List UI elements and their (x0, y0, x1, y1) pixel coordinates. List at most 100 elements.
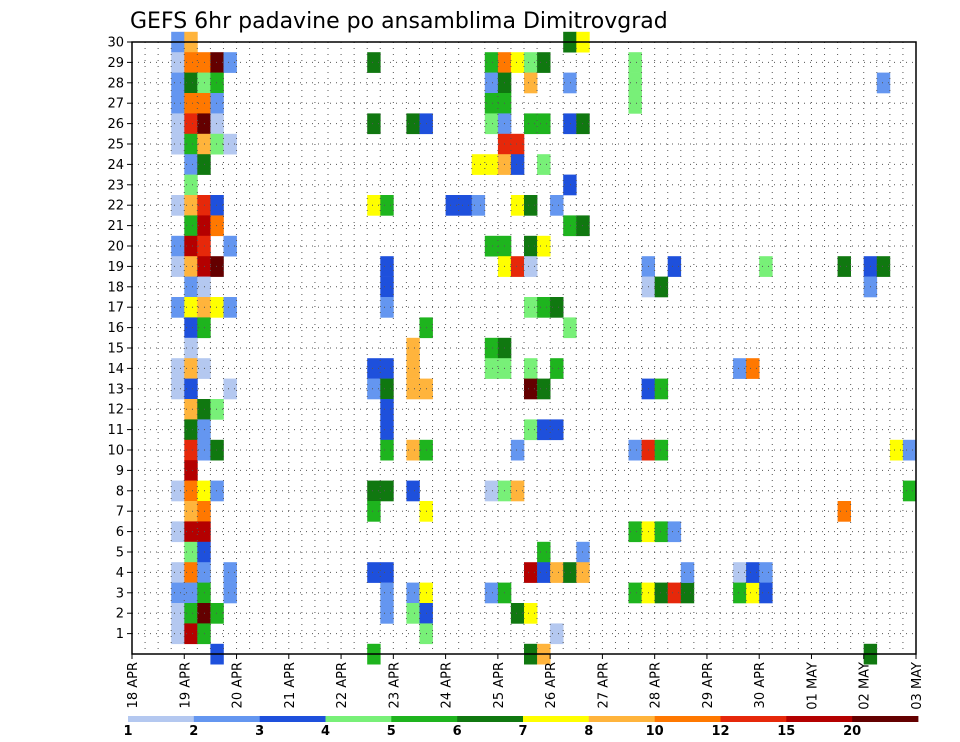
heatmap-cell (171, 623, 185, 645)
heatmap-cell (184, 501, 198, 522)
heatmap-cell (171, 521, 185, 543)
heatmap-cell (210, 113, 224, 135)
heatmap-cell (406, 439, 420, 461)
x-tick-label: 21 APR (283, 662, 298, 708)
heatmap-cell (380, 297, 394, 318)
y-tick-label: 20 (107, 240, 124, 255)
heatmap-cell (380, 195, 394, 216)
y-tick-label: 28 (107, 76, 124, 91)
heatmap-cell (484, 93, 499, 114)
colorbar-swatch (325, 716, 392, 722)
heatmap-cell (380, 439, 394, 461)
heatmap-cell (380, 603, 394, 624)
colorbar-label: 7 (518, 724, 527, 739)
heatmap-cell (210, 133, 224, 155)
heatmap-cell (628, 93, 642, 114)
heatmap-cell (524, 419, 538, 441)
y-tick-label: 2 (116, 607, 124, 622)
heatmap-cell (171, 562, 185, 583)
heatmap-cell (210, 480, 224, 502)
heatmap-cell (510, 256, 525, 277)
heatmap-cell (184, 113, 198, 135)
y-tick-label: 11 (107, 423, 124, 438)
colorbar-label: 4 (321, 724, 330, 739)
y-tick-label: 30 (107, 36, 124, 51)
heatmap-cell (537, 378, 551, 400)
y-tick-label: 6 (116, 525, 124, 540)
x-tick-label: 22 APR (335, 662, 350, 708)
y-tick-label: 15 (107, 342, 124, 357)
heatmap-cell (510, 52, 525, 73)
heatmap-cell (171, 72, 185, 94)
heatmap-cell (484, 113, 499, 135)
y-tick-label: 24 (107, 158, 124, 173)
colorbar-swatch (654, 716, 721, 722)
heatmap-cell (550, 623, 564, 645)
heatmap-cell (380, 358, 394, 379)
y-tick-label: 27 (107, 97, 124, 112)
heatmap-cell (654, 276, 669, 298)
heatmap-cell (746, 582, 760, 604)
heatmap-cell (876, 256, 891, 277)
y-tick-label: 14 (107, 362, 124, 377)
heatmap-cell (537, 52, 551, 73)
heatmap-cell (537, 541, 551, 563)
y-tick-label: 1 (116, 627, 124, 642)
heatmap-cell (680, 562, 695, 583)
heatmap-cell (184, 133, 198, 155)
x-tick-label: 25 APR (492, 662, 507, 708)
heatmap-cell (184, 297, 198, 318)
heatmap-cell (563, 317, 577, 339)
y-tick-label: 4 (116, 566, 124, 581)
heatmap-cell (184, 562, 198, 583)
heatmap-cell (837, 501, 851, 522)
heatmap-cell (484, 235, 499, 257)
heatmap-cell (210, 256, 224, 277)
heatmap-cell (223, 52, 237, 73)
heatmap-cell (210, 439, 224, 461)
heatmap-cell (367, 480, 381, 502)
y-tick-label: 26 (107, 117, 124, 132)
x-tick-label: 27 APR (596, 662, 611, 708)
heatmap-cell (223, 582, 237, 604)
heatmap-cell (367, 52, 381, 73)
heatmap-cell (733, 358, 747, 379)
heatmap-cell (537, 235, 551, 257)
y-tick-label: 13 (107, 382, 124, 397)
heatmap-cell (524, 297, 538, 318)
heatmap-cell (524, 358, 538, 379)
heatmap-cell (184, 439, 198, 461)
heatmap-cell (171, 582, 185, 604)
heatmap-cell (184, 399, 198, 420)
heatmap-cell (628, 72, 642, 94)
heatmap-cell (210, 52, 224, 73)
heatmap-cell (550, 562, 564, 583)
heatmap-cell (733, 582, 747, 604)
heatmap-cell (184, 378, 198, 400)
colorbar-swatch (588, 716, 655, 722)
heatmap-cell (367, 195, 381, 216)
heatmap-cell (171, 235, 185, 257)
heatmap-cell (537, 113, 551, 135)
y-tick-label: 25 (107, 138, 124, 153)
heatmap-cell (171, 378, 185, 400)
y-tick-label: 12 (107, 403, 124, 418)
x-tick-label: 24 APR (440, 662, 455, 708)
heatmap-cell (680, 582, 695, 604)
heatmap-cell (380, 419, 394, 441)
colorbar-label: 12 (711, 724, 729, 739)
heatmap-cells (171, 31, 917, 665)
heatmap-cell (550, 419, 564, 441)
heatmap-cell (406, 480, 420, 502)
heatmap-cell (210, 603, 224, 624)
heatmap-cell (471, 154, 486, 175)
heatmap-cell (367, 378, 381, 400)
heatmap-cell (171, 195, 185, 216)
colorbar-label: 20 (843, 724, 861, 739)
heatmap-cell (524, 603, 538, 624)
colorbar-swatch (720, 716, 787, 722)
heatmap-cell (223, 235, 237, 257)
y-tick-label: 19 (107, 260, 124, 275)
heatmap-cell (759, 256, 773, 277)
